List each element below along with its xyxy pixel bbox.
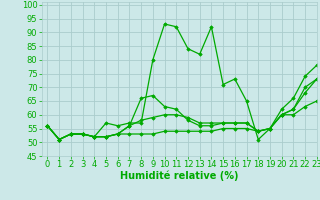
X-axis label: Humidité relative (%): Humidité relative (%)	[120, 171, 238, 181]
